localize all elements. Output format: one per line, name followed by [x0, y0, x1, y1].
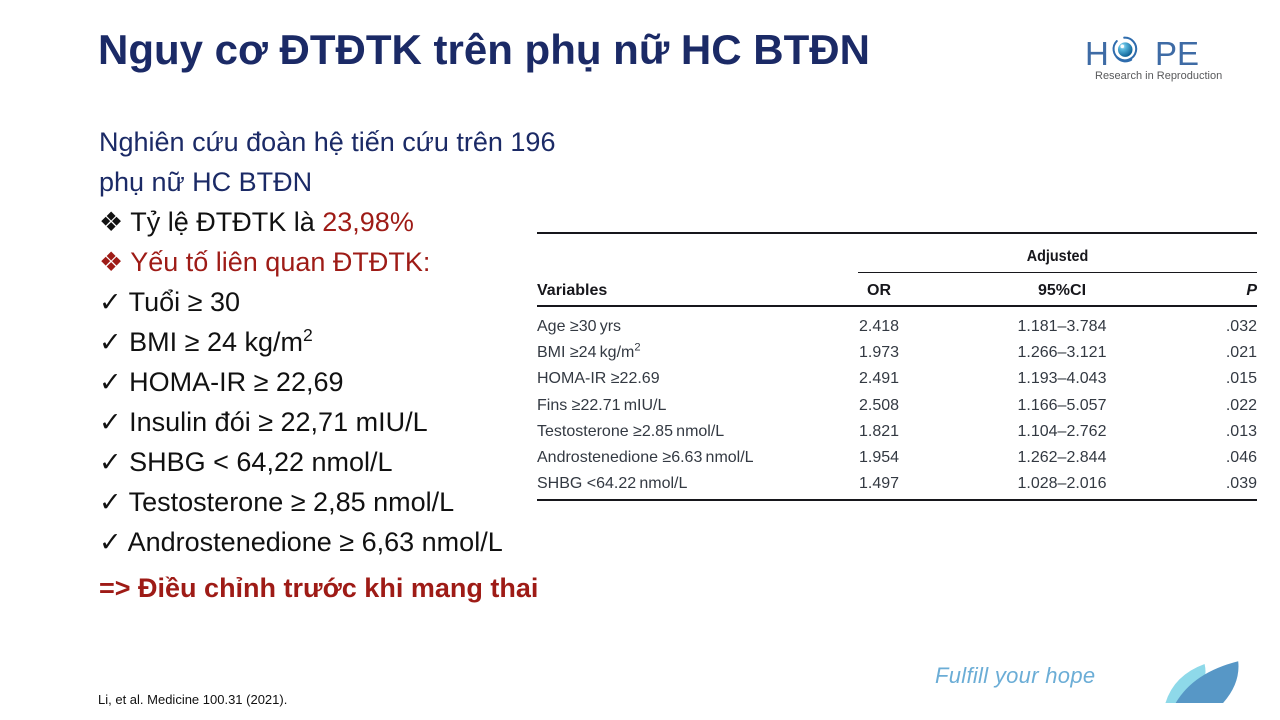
svg-text:Fulfill your hope: Fulfill your hope [935, 663, 1095, 688]
svg-text:H: H [1085, 35, 1109, 72]
svg-text:PE: PE [1155, 35, 1199, 72]
svg-text:Research in Reproduction: Research in Reproduction [1095, 70, 1222, 82]
